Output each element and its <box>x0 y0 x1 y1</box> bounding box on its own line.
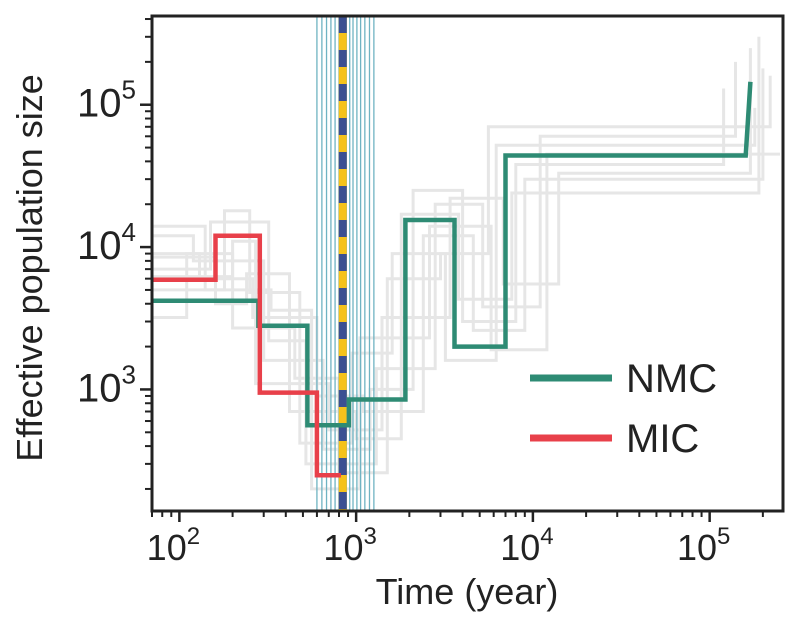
plot-area <box>152 16 780 511</box>
y-axis-title: Effective population size <box>9 74 50 462</box>
series-line-mic <box>152 233 341 478</box>
x-tick-label: 103 <box>323 523 376 568</box>
legend: NMC MIC <box>530 357 717 461</box>
bootstrap-line-7 <box>152 36 761 441</box>
x-tick-label: 105 <box>677 523 730 568</box>
legend-label-nmc: NMC <box>626 357 717 401</box>
bootstrap-line-6 <box>152 48 752 432</box>
plot-frame <box>150 14 785 513</box>
bootstrap-line-2 <box>152 107 757 445</box>
series-line-nmc <box>152 81 753 428</box>
legend-label-mic: MIC <box>626 417 699 461</box>
x-tick-label: 102 <box>147 523 200 568</box>
y-tick-label: 104 <box>77 217 136 268</box>
bootstrap-line-0 <box>152 68 765 413</box>
axes: 102 103 104 105 103 104 105 <box>77 18 764 568</box>
y-tick-label: 103 <box>77 359 136 410</box>
bootstrap-line-5 <box>152 152 780 491</box>
y-tick-label: 105 <box>77 75 136 126</box>
x-axis-title: Time (year) <box>376 571 559 612</box>
x-tick-label: 104 <box>500 523 553 568</box>
